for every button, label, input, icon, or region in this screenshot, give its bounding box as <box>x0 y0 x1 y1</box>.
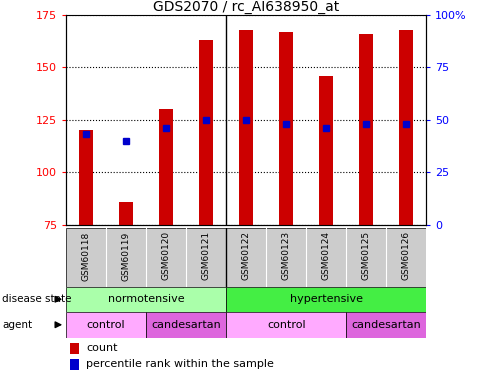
Bar <box>239 30 253 225</box>
Text: GSM60121: GSM60121 <box>202 231 211 280</box>
Bar <box>79 130 93 225</box>
Bar <box>70 343 79 354</box>
Bar <box>226 286 426 312</box>
Text: normotensive: normotensive <box>108 294 185 304</box>
Text: candesartan: candesartan <box>151 320 221 330</box>
Text: candesartan: candesartan <box>351 320 421 330</box>
Text: percentile rank within the sample: percentile rank within the sample <box>86 359 274 369</box>
Bar <box>146 312 226 338</box>
Text: GSM60119: GSM60119 <box>122 231 131 280</box>
Text: GSM60120: GSM60120 <box>162 231 171 280</box>
Text: GSM60126: GSM60126 <box>402 231 411 280</box>
Bar <box>319 76 333 225</box>
Bar <box>359 34 373 225</box>
Bar <box>159 110 173 225</box>
Bar <box>66 286 226 312</box>
Text: GSM60125: GSM60125 <box>362 231 371 280</box>
Text: hypertensive: hypertensive <box>290 294 363 304</box>
Bar <box>346 312 426 338</box>
Bar <box>119 202 133 225</box>
Bar <box>226 312 346 338</box>
Bar <box>66 312 146 338</box>
Text: GSM60123: GSM60123 <box>282 231 291 280</box>
Text: disease state: disease state <box>2 294 72 304</box>
Text: agent: agent <box>2 320 32 330</box>
Bar <box>199 40 213 225</box>
Text: control: control <box>267 320 306 330</box>
Text: GSM60118: GSM60118 <box>82 231 91 280</box>
Text: GSM60122: GSM60122 <box>242 231 251 280</box>
Bar <box>399 30 413 225</box>
Title: GDS2070 / rc_AI638950_at: GDS2070 / rc_AI638950_at <box>153 0 340 14</box>
Text: count: count <box>86 343 118 353</box>
Bar <box>279 32 293 225</box>
Text: control: control <box>87 320 125 330</box>
Text: GSM60124: GSM60124 <box>322 231 331 280</box>
Bar <box>70 358 79 370</box>
